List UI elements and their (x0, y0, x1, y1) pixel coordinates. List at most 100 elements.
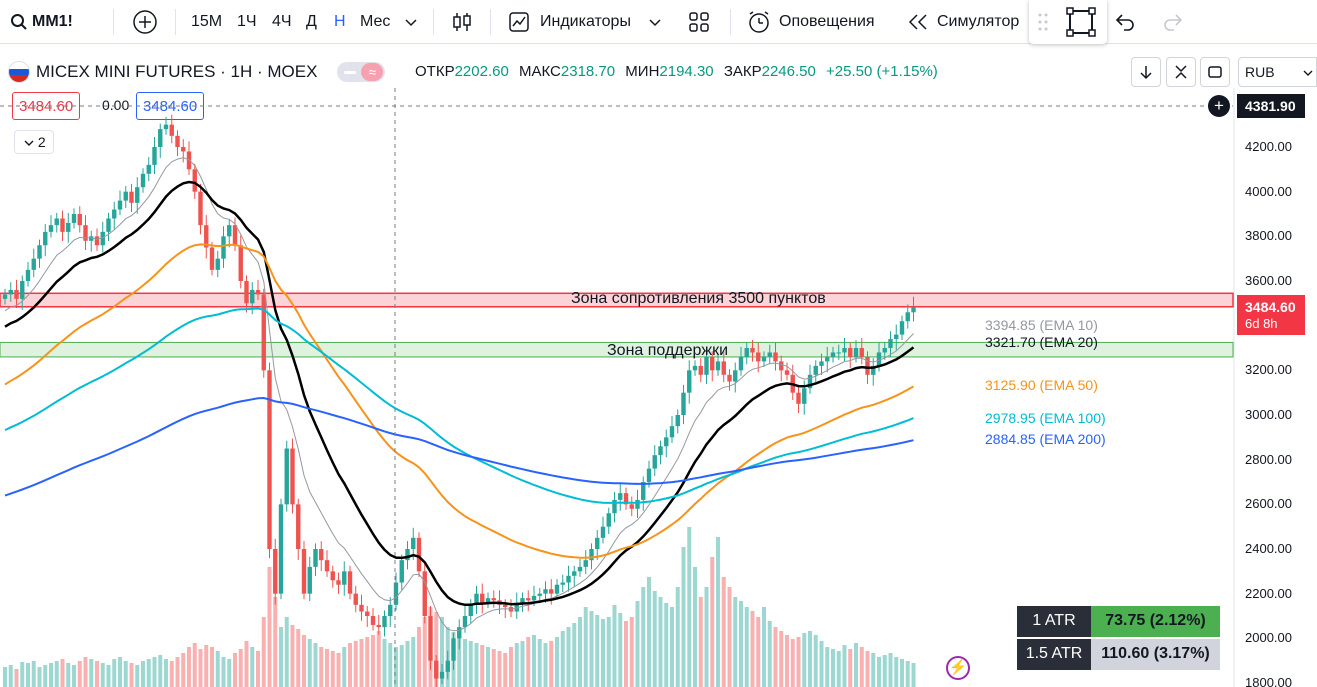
candle-body (399, 560, 404, 583)
volume-bar (135, 665, 140, 687)
indicators-collapse-button[interactable]: 2 (14, 130, 54, 154)
candle-body (347, 571, 353, 594)
volume-bar (388, 643, 393, 687)
chart-type-button[interactable] (450, 6, 474, 38)
candle-body (485, 598, 491, 603)
undo-button[interactable] (1114, 6, 1136, 38)
price-tick-label: 1800.00 (1245, 675, 1292, 687)
candle-body (25, 269, 31, 281)
candle-body (112, 209, 117, 219)
alerts-button[interactable]: Оповещения (746, 6, 875, 38)
undo-icon (1115, 14, 1134, 31)
candle-body (123, 191, 128, 201)
interval-day[interactable]: Д (306, 6, 317, 38)
candle-body (77, 214, 82, 226)
volume-bar (848, 649, 853, 687)
price-chart[interactable] (0, 88, 1317, 687)
symbol-search-button[interactable]: MM1! (10, 6, 73, 38)
candle-body (675, 415, 680, 427)
volume-bar (595, 615, 600, 687)
atr-value: 110.60 (3.17%) (1091, 639, 1220, 670)
volume-bar (808, 631, 812, 687)
candle-body (307, 566, 312, 594)
ema10-line (4, 157, 914, 632)
volume-bar (767, 621, 772, 687)
volume-bar (112, 659, 117, 687)
ema-name: (EMA 200) (1039, 431, 1106, 447)
candle-body (618, 493, 623, 500)
volume-bar (721, 577, 726, 687)
download-button[interactable] (1131, 57, 1161, 87)
candle-body (135, 187, 140, 203)
redo-button[interactable] (1162, 6, 1184, 38)
legend-toggle[interactable]: ≈ (337, 62, 386, 82)
indicators-button[interactable]: Индикаторы (507, 6, 663, 38)
volume-bar (54, 661, 59, 687)
sell-price-button[interactable]: 3484.60 (12, 92, 81, 120)
volume-bar (238, 649, 243, 687)
candle-body (192, 169, 197, 192)
ema50-line (4, 243, 914, 559)
candle-body (422, 571, 427, 616)
drag-handle-icon[interactable] (1038, 12, 1048, 32)
close-value: 2246.50 (761, 63, 816, 80)
price-tick-label: 3600.00 (1245, 273, 1292, 288)
fullscreen-rect-icon[interactable] (1065, 6, 1097, 38)
volume-bar (394, 647, 398, 687)
candle-body (767, 352, 772, 357)
volume-bar (158, 655, 163, 687)
candle-body (261, 294, 266, 371)
volume-bar (31, 661, 36, 687)
volume-bar (877, 657, 881, 687)
collapse-button[interactable] (1166, 57, 1196, 87)
replay-button[interactable]: Симулятор (906, 6, 1019, 38)
interval-week[interactable]: Н (334, 6, 346, 38)
candle-body (761, 356, 767, 362)
candle-body (911, 306, 916, 313)
lightning-icon[interactable]: ⚡ (946, 656, 970, 680)
volume-bar (181, 653, 186, 687)
candle-body (537, 593, 542, 596)
candle-body (779, 361, 784, 371)
price-tick-label: 2000.00 (1245, 630, 1292, 646)
volume-bar (601, 619, 605, 687)
candle-body (664, 437, 669, 447)
volume-bar (227, 659, 232, 687)
minus-icon (344, 71, 357, 74)
volume-bar (859, 647, 864, 687)
add-alert-plus-icon[interactable]: + (1208, 95, 1230, 117)
volume-bar (549, 641, 554, 687)
volume-bar (733, 597, 738, 687)
ema-value: 3125.90 (985, 377, 1036, 393)
interval-4h[interactable]: 4Ч (272, 6, 292, 38)
interval-1h[interactable]: 1Ч (237, 6, 257, 38)
candle-body (606, 513, 611, 527)
compare-button[interactable] (132, 6, 158, 38)
ema-value: 3394.85 (985, 317, 1036, 333)
plus-circle-icon (133, 10, 157, 34)
candle-body (221, 236, 226, 259)
candle-body (589, 549, 594, 561)
interval-month[interactable]: Мес (360, 6, 390, 38)
candle-body (681, 392, 686, 415)
volume-bar (164, 659, 168, 687)
candle-body (330, 571, 335, 581)
currency-select[interactable]: RUB (1238, 57, 1317, 87)
volume-bar (744, 607, 749, 687)
volume-bar (192, 643, 197, 687)
interval-dropdown[interactable] (403, 6, 419, 38)
volume-bar (95, 661, 99, 687)
close-label: ЗАКР (723, 63, 762, 80)
restore-button[interactable] (1200, 57, 1230, 87)
volume-bar (474, 643, 479, 687)
volume-bar (3, 667, 7, 687)
candle-body (784, 370, 790, 375)
candle-body (267, 370, 272, 549)
layouts-button[interactable] (688, 6, 710, 38)
ema20-line (4, 180, 915, 607)
volume-bar (532, 635, 536, 687)
candle-body (48, 225, 54, 232)
price-tick-label: 3800.00 (1245, 228, 1292, 244)
grid-layout-icon (689, 12, 709, 32)
interval-15m[interactable]: 15М (191, 6, 222, 38)
